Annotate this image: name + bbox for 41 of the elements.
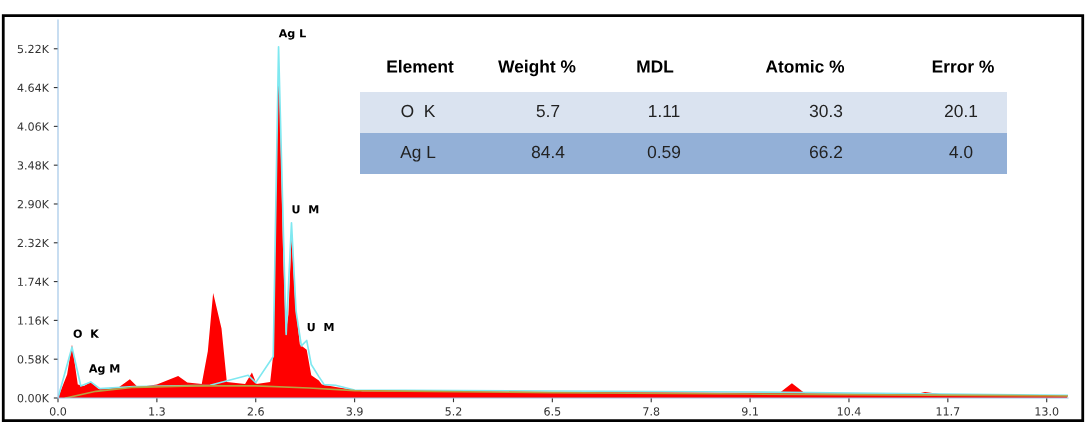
y-tick-label: 2.32K <box>17 238 50 248</box>
y-tick-label: 4.06K <box>17 122 50 131</box>
annotation: U M <box>292 205 319 214</box>
x-tick-label: 9.1 <box>741 407 758 416</box>
x-tick-label: 5.2 <box>445 407 462 416</box>
category-label: MDL <box>637 60 674 73</box>
x-tick-label: 6.5 <box>544 407 561 416</box>
x-tick-label: 0.0 <box>49 407 67 416</box>
x-tick-label: 3.9 <box>346 407 363 416</box>
x-tick-label: 13.0 <box>1035 407 1059 416</box>
x-tick-label: 10.4 <box>837 407 861 416</box>
annotation: 5.7 <box>536 105 560 118</box>
annotation: 4.0 <box>949 145 973 159</box>
y-tick-label: 1.74K <box>18 277 50 286</box>
category-label: Element <box>387 59 454 73</box>
y-tick-label: 3.48K <box>17 161 50 170</box>
y-tick-label: 0.58K <box>17 355 50 364</box>
y-tick-label: 1.16K <box>18 316 50 325</box>
annotation: Ag L <box>278 29 306 40</box>
annotation: 1.11 <box>649 105 680 117</box>
y-tick-label: 2.90K <box>17 199 50 209</box>
y-tick-label: 4.64K <box>17 83 50 92</box>
annotation: Ag M <box>88 364 120 375</box>
annotation: Ag L <box>400 146 436 162</box>
annotation: 20.1 <box>944 104 978 118</box>
x-tick-label: 11.7 <box>936 407 960 416</box>
annotation: 66.2 <box>809 145 843 159</box>
y-tick-label: 5.22K <box>17 44 50 54</box>
annotation: 84.4 <box>531 145 565 159</box>
annotation: O K <box>73 329 100 338</box>
category-label: Error % <box>932 60 994 73</box>
x-tick-label: 7.8 <box>643 407 660 416</box>
annotation: 0.59 <box>647 145 681 159</box>
y-tick-label: 0.00K <box>17 393 50 403</box>
annotation: 30.3 <box>809 104 843 118</box>
annotation: O K <box>401 104 436 118</box>
category-label: Weight % <box>498 59 576 77</box>
annotation: U M <box>307 322 334 332</box>
category-label: Atomic % <box>765 59 845 73</box>
x-tick-label: 2.6 <box>247 407 264 416</box>
x-tick-label: 1.3 <box>149 407 165 416</box>
